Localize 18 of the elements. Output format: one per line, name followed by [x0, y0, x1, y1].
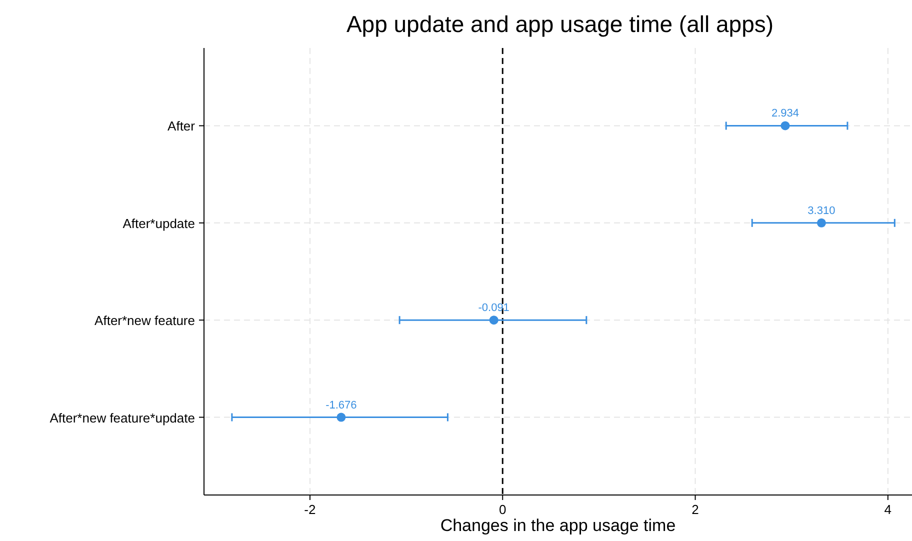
x-axis-title: Changes in the app usage time	[440, 516, 676, 535]
point	[489, 316, 498, 325]
data-label: 2.934	[771, 108, 799, 120]
x-tick-label: 2	[692, 502, 699, 517]
data-label: 3.310	[808, 204, 836, 217]
x-tick-label: 0	[498, 502, 506, 517]
x-tick-label: 4	[884, 502, 892, 517]
point	[816, 218, 826, 228]
point	[780, 121, 790, 130]
chart-title: App update and app usage time (all apps)	[346, 11, 774, 37]
point	[336, 412, 346, 422]
y-tick-label: After*new feature*update	[50, 410, 195, 426]
x-tick-label: -2	[304, 502, 316, 517]
y-tick-label: After	[168, 118, 196, 134]
data-label: -0.091	[478, 302, 510, 314]
y-tick-label: After*new feature	[94, 313, 195, 328]
data-label: -1.676	[326, 399, 357, 412]
y-tick-label: After*update	[122, 216, 195, 231]
